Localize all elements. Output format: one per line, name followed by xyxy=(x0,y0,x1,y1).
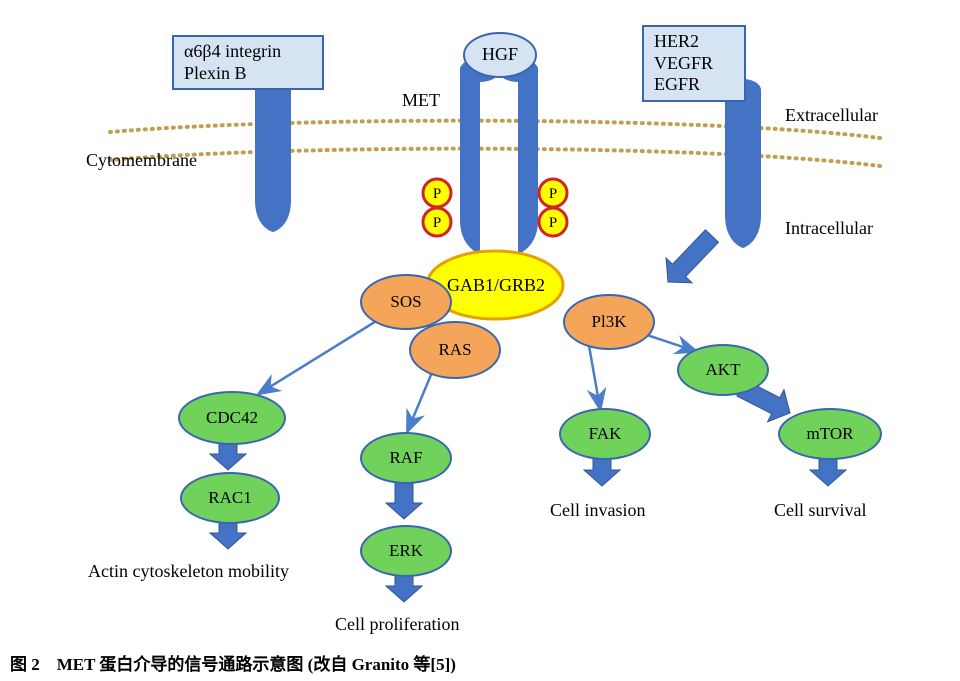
node-fak: FAK xyxy=(559,408,651,460)
node-erk: ERK xyxy=(360,525,452,577)
node-cdc42: CDC42 xyxy=(178,391,286,445)
node-pi3k: Pl3K xyxy=(563,294,655,350)
extracellular-label: Extracellular xyxy=(785,105,878,126)
intracellular-label: Intracellular xyxy=(785,218,873,239)
integrin-label: α6β4 integrinPlexin B xyxy=(184,41,281,83)
node-sos: SOS xyxy=(360,274,452,330)
out-prolif: Cell proliferation xyxy=(335,614,459,635)
out-inv: Cell invasion xyxy=(550,500,646,521)
out-actin: Actin cytoskeleton mobility xyxy=(88,561,289,582)
node-raf: RAF xyxy=(360,432,452,484)
her2-box: HER2VEGFREGFR xyxy=(642,25,746,102)
out-surv: Cell survival xyxy=(774,500,867,521)
svg-text:P: P xyxy=(433,186,441,202)
svg-text:P: P xyxy=(549,215,557,231)
node-akt: AKT xyxy=(677,344,769,396)
diagram-stage: PPPP α6β4 integrinPlexin B HER2VEGFREGFR… xyxy=(0,0,960,681)
cytomembrane-label: Cytomembrane xyxy=(86,150,197,171)
svg-text:P: P xyxy=(549,186,557,202)
node-ras: RAS xyxy=(409,321,501,379)
integrin-box: α6β4 integrinPlexin B xyxy=(172,35,324,90)
svg-text:P: P xyxy=(433,215,441,231)
met-label: MET xyxy=(402,90,440,111)
gab1-label: GAB1/GRB2 xyxy=(447,275,545,296)
hgf-label: HGF xyxy=(482,44,518,65)
node-mtor: mTOR xyxy=(778,408,882,460)
figure-caption: 图 2 MET 蛋白介导的信号通路示意图 (改自 Granito 等[5]) xyxy=(10,650,456,675)
node-rac1: RAC1 xyxy=(180,472,280,524)
her2-label: HER2VEGFREGFR xyxy=(654,31,713,94)
